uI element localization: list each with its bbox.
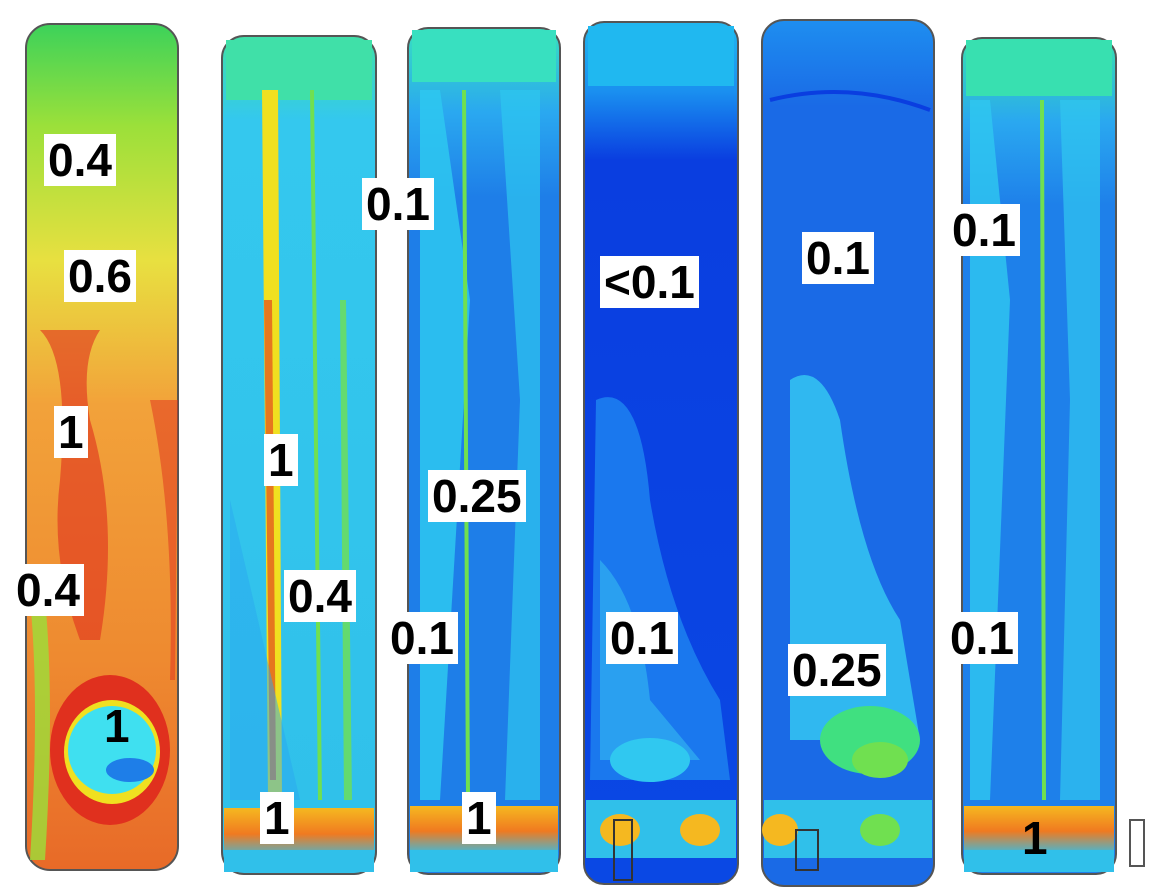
label-c5-lower: 0.25	[788, 644, 886, 696]
label-c3-mid: 0.25	[428, 470, 526, 522]
label-c3-top: 0.1	[362, 178, 434, 230]
label-c5-top: 0.1	[802, 232, 874, 284]
cylinder-2	[221, 35, 377, 875]
label-c3-lower: 0.1	[386, 612, 458, 664]
scale-marker	[1129, 819, 1145, 867]
label-c6-lower: 0.1	[946, 612, 1018, 664]
label-c6-bottom: 1	[1022, 812, 1048, 864]
cylinder-6	[961, 37, 1117, 875]
label-c2-mid: 1	[264, 434, 298, 486]
cylinder-5	[761, 19, 935, 887]
cylinder-4	[583, 21, 739, 885]
label-c1-top: 0.4	[44, 134, 116, 186]
label-c2-lower: 0.4	[284, 570, 356, 622]
label-c4-top: <0.1	[600, 256, 699, 308]
label-c2-bottom: 1	[260, 792, 294, 844]
label-c6-top: 0.1	[948, 204, 1020, 256]
label-c3-bottom: 1	[462, 792, 496, 844]
label-c1-lower: 0.4	[12, 564, 84, 616]
cylinder-3	[407, 27, 561, 875]
label-c1-bottom: 1	[104, 700, 130, 752]
label-c4-lower: 0.1	[606, 612, 678, 664]
label-c1-upper: 0.6	[64, 250, 136, 302]
cylinder-1	[25, 23, 179, 871]
label-c1-mid: 1	[54, 406, 88, 458]
